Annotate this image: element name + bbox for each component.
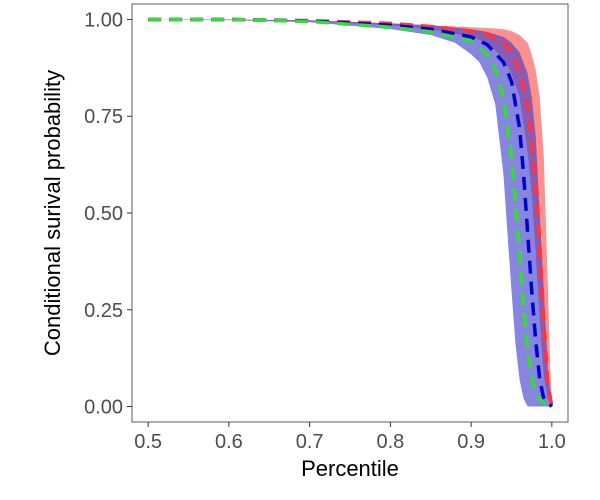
x-axis: 0.5 0.6 0.7 0.8 0.9 1.0 bbox=[134, 422, 566, 453]
x-axis-title: Percentile bbox=[301, 456, 399, 481]
x-tick-label: 0.5 bbox=[134, 431, 162, 453]
y-tick-label: 0.50 bbox=[84, 203, 123, 225]
x-tick-label: 0.7 bbox=[296, 431, 324, 453]
y-tick-label: 0.00 bbox=[84, 397, 123, 419]
band-1 bbox=[148, 19, 552, 407]
x-tick-label: 0.9 bbox=[457, 431, 485, 453]
y-tick-label: 0.25 bbox=[84, 300, 123, 322]
x-tick-label: 0.8 bbox=[376, 431, 404, 453]
y-tick-label: 0.75 bbox=[84, 106, 123, 128]
y-axis-title: Conditional surival probability bbox=[40, 70, 65, 356]
x-tick-label: 0.6 bbox=[215, 431, 243, 453]
confidence-bands bbox=[148, 19, 552, 407]
y-tick-label: 1.00 bbox=[84, 9, 123, 31]
series-lines bbox=[148, 17, 554, 409]
series-line-2 bbox=[148, 17, 553, 409]
x-tick-label: 1.0 bbox=[538, 431, 566, 453]
y-axis: 0.00 0.25 0.50 0.75 1.00 bbox=[84, 9, 132, 419]
plot-area bbox=[131, 3, 569, 423]
